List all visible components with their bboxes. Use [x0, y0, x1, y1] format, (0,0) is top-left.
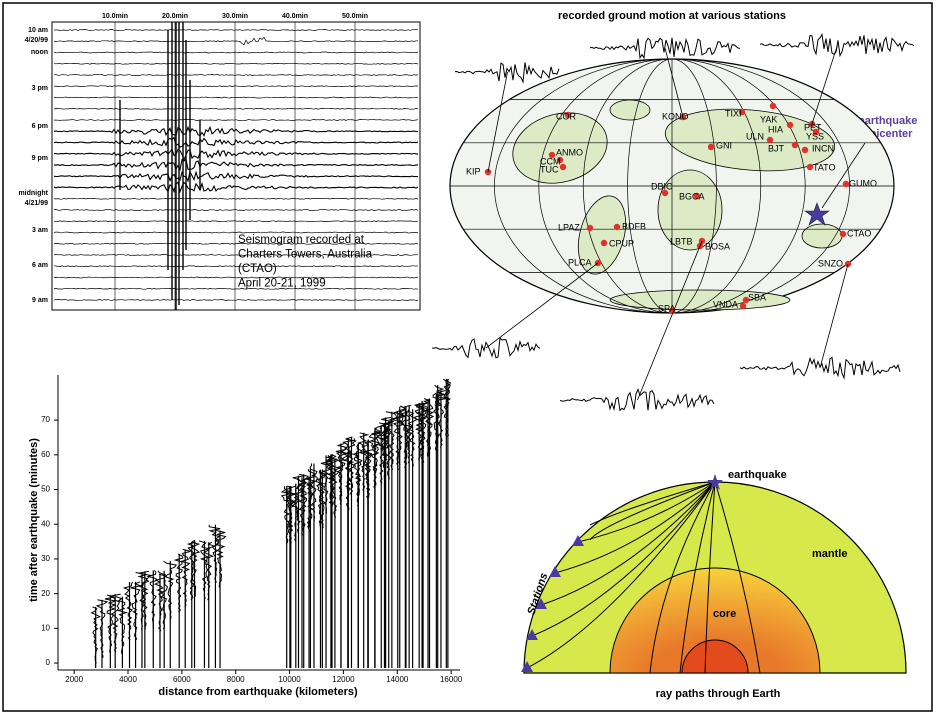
seismogram-caption: Charters Towers, Australia [238, 249, 373, 261]
station-label: BOSA [705, 241, 730, 251]
ray-caption: ray paths through Earth [656, 688, 781, 700]
x-tick-label: 6000 [173, 675, 191, 684]
station-label: ULN [746, 131, 764, 141]
time-label: 4/21/99 [25, 200, 48, 207]
station-label: TUC [540, 164, 559, 174]
station-dot [802, 147, 808, 153]
ray-label: earthquake [728, 469, 787, 481]
ray-label: mantle [812, 548, 847, 560]
x-tick-label: 4000 [119, 675, 137, 684]
station-label: CPUP [609, 238, 634, 248]
x-axis-label: distance from earthquake (kilometers) [158, 686, 358, 698]
station-dot [601, 240, 607, 246]
station-label: CTAO [847, 228, 871, 238]
station-label: YSS [806, 131, 824, 141]
minute-tick-label: 20.0min [162, 13, 188, 20]
station-dot [767, 137, 773, 143]
station-label: BGCA [679, 191, 705, 201]
station-label: SNZO [818, 258, 843, 268]
y-tick-label: 50 [41, 485, 50, 494]
time-label: 6 pm [32, 123, 48, 130]
x-tick-label: 14000 [386, 675, 409, 684]
seismogram-caption: (CTAO) [238, 263, 277, 275]
continent [802, 224, 842, 248]
y-tick-label: 40 [41, 519, 50, 528]
station-label: INCN [812, 143, 834, 153]
station-dot [560, 164, 566, 170]
time-label: 6 am [32, 262, 48, 269]
y-tick-label: 0 [46, 658, 51, 667]
time-label: 9 pm [32, 155, 48, 162]
x-tick-label: 2000 [65, 675, 83, 684]
x-tick-label: 10000 [278, 675, 301, 684]
minute-tick-label: 10.0min [102, 13, 128, 20]
minute-tick-label: 40.0min [282, 13, 308, 20]
station-label: KONO [662, 111, 689, 121]
station-label: LPAZ [558, 222, 580, 232]
station-label: LBTB [670, 236, 693, 246]
station-label: DBIC [651, 181, 673, 191]
station-dot [614, 224, 620, 230]
station-label: COR [556, 111, 577, 121]
station-dot [770, 103, 776, 109]
seismogram-caption: Seismogram recorded at [238, 234, 365, 246]
minute-tick-label: 30.0min [222, 13, 248, 20]
station-label: SPA [658, 303, 675, 313]
continent [610, 100, 650, 120]
y-tick-label: 70 [41, 415, 50, 424]
station-label: SBA [748, 292, 766, 302]
station-label: GUMO [849, 178, 877, 188]
y-tick-label: 30 [41, 554, 50, 563]
y-tick-label: 10 [41, 623, 50, 632]
station-dot [708, 144, 714, 150]
station-dot [840, 231, 846, 237]
page: recorded ground motion at various statio… [0, 0, 936, 720]
station-label: TATO [813, 162, 836, 172]
station-dot [740, 303, 746, 309]
station-label: TIXI [725, 108, 742, 118]
station-label: HIA [768, 124, 783, 134]
station-dot [587, 225, 593, 231]
figure: recorded ground motion at various statio… [0, 0, 936, 715]
time-label: midnight [18, 190, 48, 197]
time-label: 10 am [28, 27, 48, 34]
x-tick-label: 16000 [440, 675, 463, 684]
station-label: VNDA [713, 299, 738, 309]
time-label: 4/20/99 [25, 37, 48, 44]
station-dot [792, 142, 798, 148]
y-tick-label: 60 [41, 450, 50, 459]
x-tick-label: 8000 [227, 675, 245, 684]
time-label: 3 am [32, 227, 48, 234]
map-title: recorded ground motion at various statio… [558, 10, 786, 22]
seismogram-caption: April 20-21, 1999 [238, 278, 326, 290]
time-label: 9 am [32, 297, 48, 304]
ray-label: core [713, 608, 736, 620]
station-label: PLCA [568, 257, 592, 267]
station-label: BJT [768, 143, 785, 153]
time-label: 3 pm [32, 85, 48, 92]
station-label: KIP [466, 166, 481, 176]
minute-tick-label: 50.0min [342, 13, 368, 20]
station-label: YAK [760, 114, 777, 124]
x-tick-label: 12000 [332, 675, 355, 684]
time-label: noon [31, 49, 48, 56]
station-dot [787, 122, 793, 128]
y-axis-label: time after earthquake (minutes) [28, 438, 40, 602]
y-tick-label: 20 [41, 589, 50, 598]
station-label: BDFB [622, 221, 646, 231]
station-label: GNI [716, 140, 732, 150]
